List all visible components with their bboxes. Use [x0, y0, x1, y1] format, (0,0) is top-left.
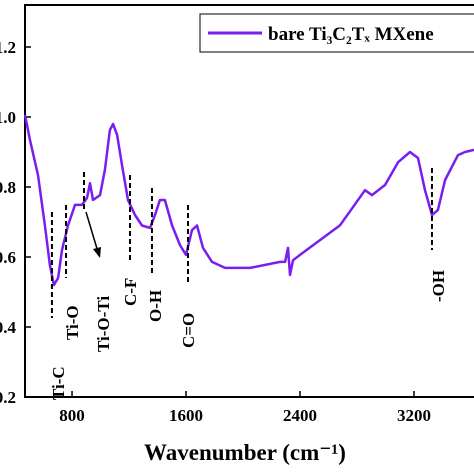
annotation-label: C-F — [121, 278, 140, 306]
x-axis-label: Wavenumber (cm⁻¹) — [144, 440, 346, 465]
x-tick-label: 1600 — [169, 406, 203, 425]
annotation-label: C=O — [179, 313, 198, 348]
annotation-label: Ti-C — [49, 366, 68, 400]
annotation-arrow — [85, 211, 99, 253]
annotation-label: Ti-O-Ti — [94, 296, 113, 352]
y-tick-label: 0.4 — [0, 318, 17, 337]
x-tick-label: 800 — [59, 406, 85, 425]
x-tick-label: 3200 — [397, 406, 431, 425]
y-tick-label: 0.6 — [0, 248, 16, 267]
x-tick-label: 2400 — [283, 406, 317, 425]
y-tick-label: 0.8 — [0, 178, 16, 197]
y-tick-label: 1.2 — [0, 38, 16, 57]
plot-frame — [24, 4, 474, 398]
y-tick-label: 1.0 — [0, 108, 16, 127]
annotation-label: O-H — [146, 290, 165, 322]
arrow-head — [92, 247, 101, 258]
y-tick-label: 0.2 — [0, 388, 16, 407]
legend: bare Ti₃C₂Tₓ MXene — [199, 13, 474, 53]
annotation-label: -OH — [429, 270, 448, 302]
spectrum-line — [23, 114, 474, 287]
annotation-label: Ti-O — [63, 305, 82, 340]
legend-label: bare Ti₃C₂Tₓ MXene — [268, 24, 434, 45]
